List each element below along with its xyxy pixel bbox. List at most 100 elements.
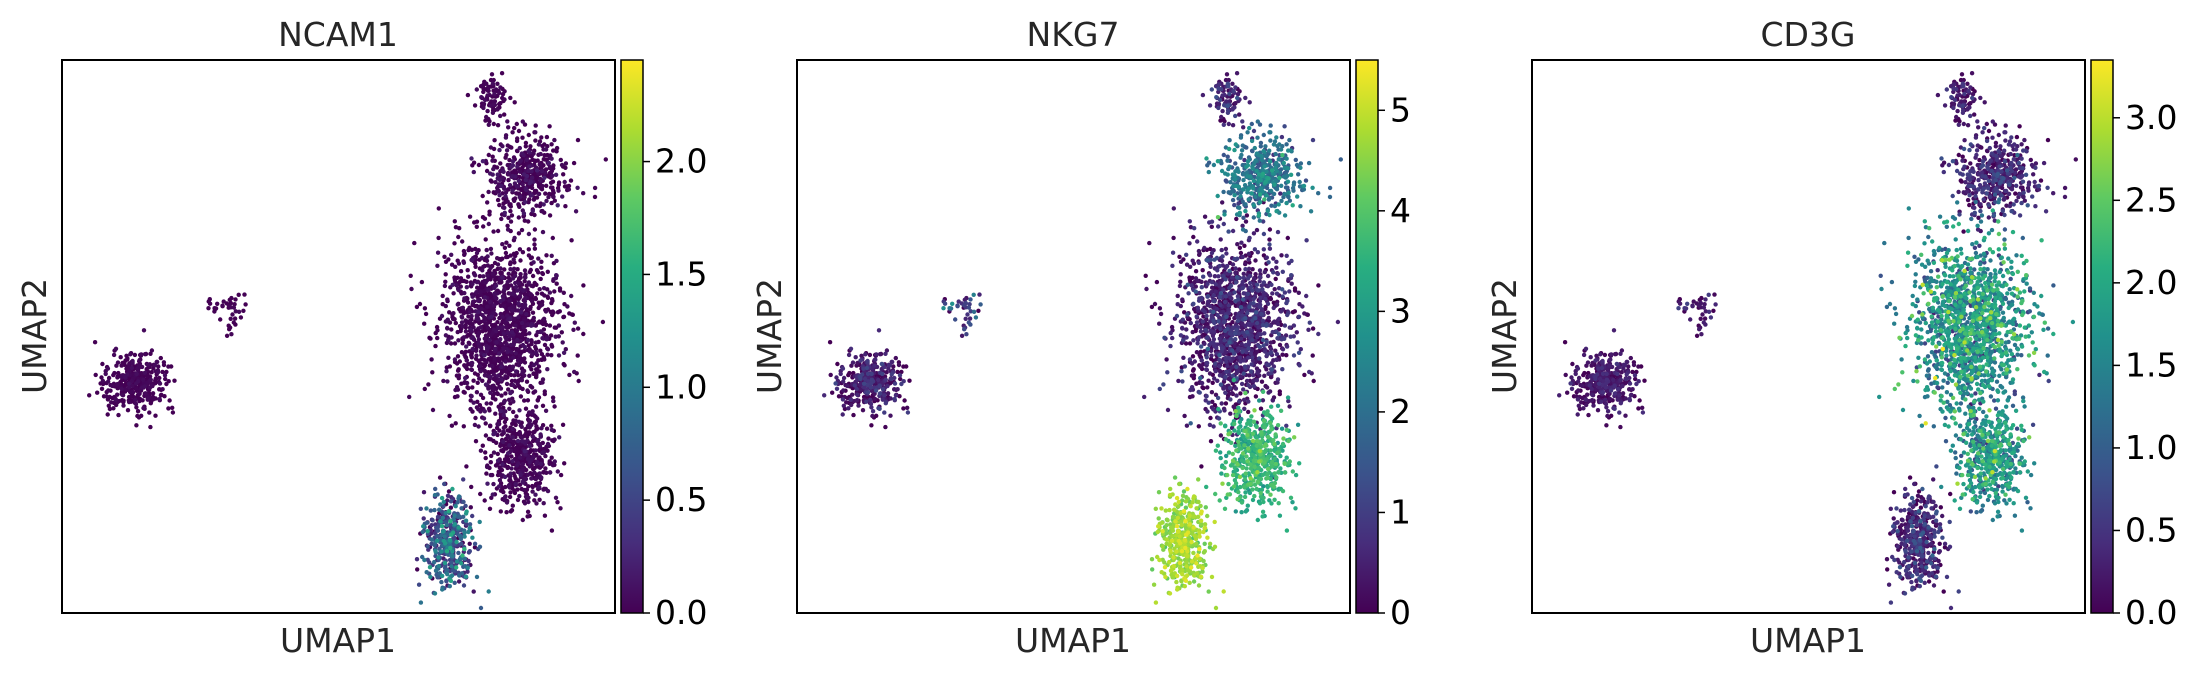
scatter-point: [485, 254, 490, 259]
scatter-point: [422, 321, 427, 326]
scatter-point: [467, 549, 472, 554]
scatter-point: [506, 125, 511, 130]
scatter-point: [443, 303, 448, 309]
scatter-point: [1191, 234, 1196, 240]
scatter-point: [1287, 404, 1292, 409]
scatter-point: [483, 382, 489, 387]
scatter-point: [432, 507, 437, 513]
scatter-point: [1306, 327, 1311, 332]
scatter-point: [527, 373, 532, 378]
scatter-point: [469, 313, 474, 319]
scatter-point: [848, 397, 853, 403]
scatter-point: [1217, 364, 1222, 369]
scatter-point: [531, 362, 536, 368]
scatter-point: [477, 519, 482, 525]
scatter-point: [466, 558, 471, 564]
scatter-point: [1285, 235, 1291, 241]
scatter-point: [118, 355, 123, 360]
scatter-point: [484, 464, 490, 470]
scatter-point: [1216, 274, 1221, 279]
scatter-point: [518, 272, 523, 277]
scatter-point: [133, 401, 139, 407]
scatter-point: [1227, 356, 1232, 361]
scatter-point: [548, 333, 554, 338]
scatter-point: [1240, 119, 1245, 124]
scatter-point: [513, 170, 519, 175]
scatter-point: [542, 175, 547, 180]
scatter-point: [133, 397, 138, 402]
scatter-point: [471, 378, 476, 383]
scatter-point: [449, 335, 454, 340]
scatter-point: [142, 370, 148, 375]
scatter-point: [1253, 394, 1259, 399]
scatter-point: [538, 276, 543, 282]
scatter-point: [840, 412, 845, 417]
scatter-point: [480, 215, 486, 220]
scatter-point: [119, 386, 124, 392]
scatter-point: [501, 304, 507, 309]
scatter-point: [442, 254, 447, 259]
scatter-point: [489, 179, 494, 184]
scatter-point: [484, 346, 490, 351]
scatter-point: [514, 138, 520, 144]
scatter-point: [99, 375, 104, 380]
scatter-point: [902, 398, 907, 403]
scatter-point: [852, 383, 857, 388]
scatter-point: [507, 144, 513, 150]
scatter-point: [549, 156, 554, 161]
scatter-point: [452, 513, 457, 518]
scatter-point: [467, 525, 473, 530]
scatter-point: [1200, 307, 1206, 313]
scatter-point: [491, 432, 496, 437]
scatter-point: [552, 325, 557, 330]
scatter-point: [490, 271, 496, 276]
scatter-point: [475, 298, 481, 303]
scatter-point: [236, 292, 241, 297]
scatter-point: [539, 135, 544, 140]
scatter-point: [433, 486, 438, 492]
scatter-point: [106, 375, 112, 381]
scatter-point: [1243, 261, 1248, 267]
scatter-point: [563, 161, 569, 166]
scatter-point: [827, 340, 833, 345]
scatter-point: [480, 312, 485, 318]
scatter-point: [532, 429, 537, 434]
scatter-point: [502, 245, 508, 250]
scatter-point: [1208, 304, 1213, 309]
scatter-point: [1276, 316, 1282, 321]
scatter-point: [869, 423, 874, 428]
scatter-point: [539, 352, 545, 357]
scatter-point: [510, 503, 515, 508]
scatter-point: [471, 160, 477, 165]
scatter-point: [504, 341, 509, 347]
scatter-point: [1168, 343, 1173, 349]
scatter-point: [519, 151, 525, 156]
scatter-point: [496, 484, 502, 489]
scatter-point: [868, 397, 873, 402]
scatter-point: [559, 330, 564, 335]
scatter-point: [436, 235, 441, 241]
scatter-point: [553, 172, 559, 177]
scatter-point: [519, 227, 525, 233]
scatter-point: [534, 268, 540, 273]
scatter-point: [872, 396, 878, 401]
scatter-point: [421, 524, 426, 529]
scatter-point: [1265, 352, 1270, 357]
scatter-point: [838, 371, 843, 377]
scatter-point: [502, 205, 507, 210]
scatter-point: [170, 410, 176, 415]
scatter-point: [502, 495, 508, 500]
scatter-point: [1259, 379, 1265, 384]
scatter-point: [495, 172, 500, 177]
y-axis-label: UMAP2: [15, 278, 54, 394]
scatter-point: [474, 574, 480, 580]
scatter-point: [459, 561, 464, 566]
scatter-point: [444, 522, 449, 528]
scatter-point: [514, 191, 519, 196]
scatter-point: [456, 525, 461, 530]
scatter-point: [1205, 409, 1210, 414]
scatter-point: [1210, 380, 1215, 385]
scatter-point: [533, 374, 539, 380]
scatter-point: [533, 448, 538, 453]
scatter-point: [506, 387, 511, 392]
